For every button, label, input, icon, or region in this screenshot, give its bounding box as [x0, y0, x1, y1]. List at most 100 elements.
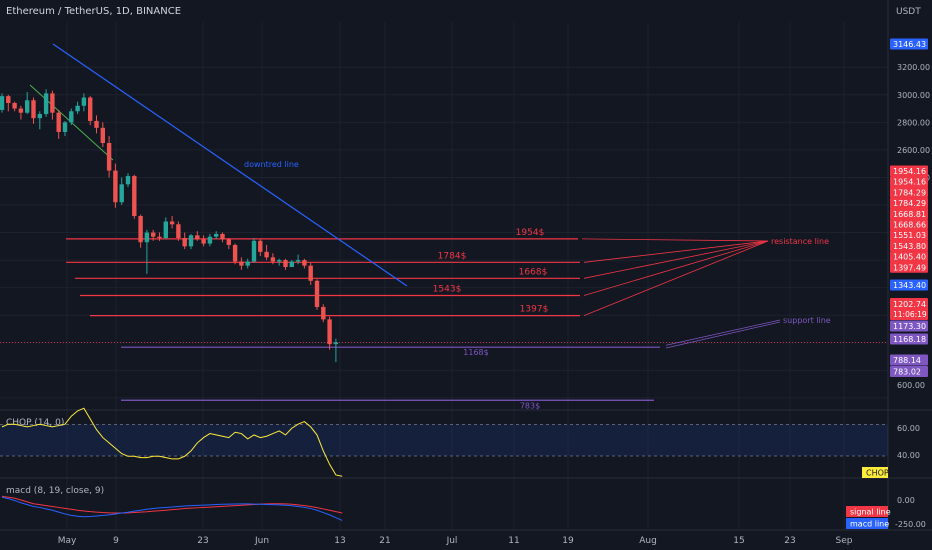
time-label: 11	[508, 536, 519, 546]
candle-body	[220, 233, 225, 240]
resistance-price-tag: 1405.40	[890, 251, 928, 263]
time-axis: May 9 23 Jun 13 21 Jul 11 19 Aug 15 23 Sep	[58, 536, 853, 546]
candle-body	[226, 239, 231, 245]
price-tick: 2600.00	[897, 146, 930, 155]
resistance-label: 1954$	[516, 228, 545, 238]
candle	[81, 93, 87, 112]
candle-body	[94, 120, 99, 128]
time-label: 19	[562, 536, 574, 546]
svg-text:1168.18: 1168.18	[893, 335, 926, 344]
candle-body	[308, 265, 313, 281]
candle	[62, 120, 68, 137]
resistance-label: 1543$	[433, 285, 462, 295]
grid	[0, 0, 932, 531]
resistance-price-tag: 1397.49	[890, 261, 928, 273]
candle	[239, 257, 244, 270]
svg-text:1173.30: 1173.30	[893, 322, 926, 331]
candle	[31, 97, 36, 124]
price-tick: 3200.00	[897, 63, 930, 72]
candle	[226, 238, 231, 250]
price-tag: 1343.40	[890, 279, 928, 291]
candle-body	[327, 319, 332, 345]
candle-body	[50, 93, 55, 113]
candle-body	[62, 122, 68, 132]
candle	[106, 136, 112, 178]
candle-body	[6, 96, 11, 104]
price-tick: 600.00	[897, 381, 925, 390]
candle-body	[157, 236, 162, 239]
candle-body	[295, 260, 301, 262]
candle	[132, 174, 137, 219]
candle-body	[151, 232, 156, 237]
candle-body	[232, 244, 238, 262]
resistance-price-tag: 1954.16	[890, 176, 928, 188]
svg-text:macd line: macd line	[850, 520, 889, 529]
resistance-price-tag: 1551.03	[890, 229, 928, 241]
time-label: Aug	[639, 536, 657, 546]
support-callout-arrow	[665, 321, 781, 349]
candle-body	[37, 114, 42, 119]
macd-series-line	[1, 496, 343, 521]
time-label: 9	[113, 536, 119, 546]
candle-body	[119, 184, 124, 203]
candle-body	[214, 233, 219, 237]
candle-body	[245, 261, 250, 266]
candle	[314, 279, 320, 310]
resistance-price-tag: 1784.29	[890, 197, 928, 209]
time-label: 21	[379, 536, 390, 546]
svg-text:1668.81: 1668.81	[893, 210, 926, 219]
time-label: 23	[784, 536, 795, 546]
svg-text:3146.43: 3146.43	[893, 40, 926, 49]
svg-text:11:06:19: 11:06:19	[893, 310, 927, 319]
candle	[119, 177, 124, 205]
candle	[308, 262, 313, 285]
candle	[264, 244, 269, 261]
price-tick: 2800.00	[897, 118, 930, 127]
candle	[94, 115, 99, 134]
candle-body	[321, 306, 326, 320]
candle-body	[0, 96, 5, 110]
svg-text:1954.16: 1954.16	[893, 178, 926, 187]
candle	[144, 229, 150, 274]
candle	[214, 231, 219, 240]
candle-body	[188, 235, 194, 247]
candle	[188, 233, 194, 250]
resistance-price-tag: 1784.29	[890, 186, 928, 198]
candle-body	[81, 97, 87, 106]
candle	[195, 231, 200, 241]
candle	[100, 122, 105, 148]
candle-body	[144, 232, 150, 243]
chop-tag: CHOP	[862, 467, 889, 478]
candle-body	[314, 280, 320, 307]
candle-body	[31, 100, 36, 119]
candle	[277, 258, 282, 266]
candle-body	[125, 176, 131, 185]
support-label: 783$	[520, 401, 540, 410]
candle	[18, 105, 24, 120]
chop-title: CHOP (14, 0)	[6, 418, 64, 428]
time-label: May	[58, 536, 77, 546]
support-price-tag: 783.02	[890, 366, 928, 377]
svg-text:1543.80: 1543.80	[893, 242, 926, 251]
svg-text:1551.03: 1551.03	[893, 231, 926, 240]
macd-tick: 0.00	[897, 496, 915, 505]
candle-body	[201, 239, 206, 244]
candle	[169, 216, 175, 229]
chop-tick: 60.00	[897, 424, 920, 433]
chop-tick: 40.00	[897, 451, 920, 460]
candle	[270, 253, 276, 265]
resistance-callout-arrow	[583, 240, 769, 317]
candle-body	[195, 235, 200, 240]
price-axis: 3200.003000.002800.002600.002400.00600.0…	[890, 38, 930, 390]
svg-text:signal line: signal line	[850, 508, 891, 517]
candle	[37, 111, 42, 130]
macd-series-line	[1, 495, 343, 514]
candle	[69, 108, 74, 126]
candle	[251, 238, 257, 263]
candle	[75, 101, 80, 115]
candle-body	[43, 93, 49, 115]
resistance-callout-arrow	[583, 240, 769, 279]
candle	[25, 92, 30, 115]
candle	[50, 90, 55, 120]
